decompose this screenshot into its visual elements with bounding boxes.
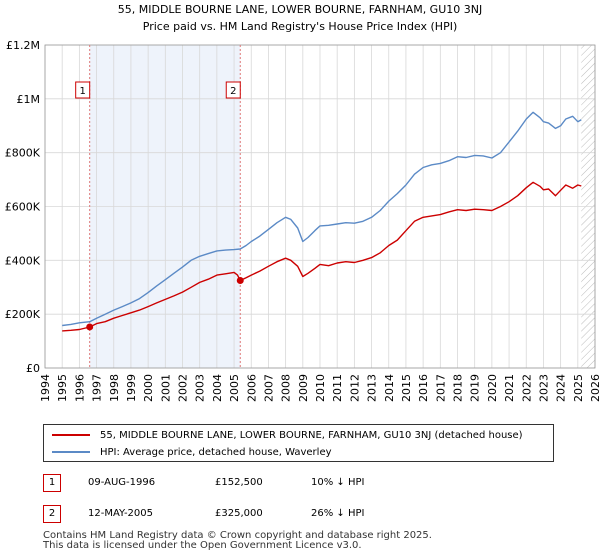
transaction-date: 09-AUG-1996 xyxy=(88,477,156,488)
transaction-hpi: 10% ↓ HPI xyxy=(311,477,365,488)
x-tick-label: 1995 xyxy=(56,374,69,402)
y-tick-label: £200K xyxy=(5,308,41,321)
x-tick-label: 2016 xyxy=(417,374,430,402)
y-tick-label: £400K xyxy=(5,254,41,267)
x-tick-label: 2020 xyxy=(486,374,499,402)
x-tick-label: 2017 xyxy=(434,374,447,402)
legend: 55, MIDDLE BOURNE LANE, LOWER BOURNE, FA… xyxy=(43,424,554,462)
y-tick-label: £800K xyxy=(5,147,41,160)
x-tick-label: 1998 xyxy=(108,374,121,402)
price-paid-line xyxy=(62,181,582,332)
x-tick-label: 2009 xyxy=(297,374,310,402)
footer-licence: This data is licensed under the Open Gov… xyxy=(43,540,362,551)
legend-line-hpi xyxy=(52,451,90,453)
transaction-date: 12-MAY-2005 xyxy=(88,508,154,519)
x-tick-label: 1997 xyxy=(91,374,104,402)
chart-subtitle: Price paid vs. HM Land Registry's House … xyxy=(143,20,458,33)
legend-label-price: 55, MIDDLE BOURNE LANE, LOWER BOURNE, FA… xyxy=(100,429,523,441)
y-tick-label: £0 xyxy=(26,362,40,375)
footer: Contains HM Land Registry data © Crown c… xyxy=(43,531,432,551)
sale-label: 1 xyxy=(80,86,86,97)
transaction-number: 1 xyxy=(43,474,61,492)
legend-label-hpi: HPI: Average price, detached house, Wave… xyxy=(100,446,332,458)
x-tick-label: 2021 xyxy=(503,374,516,402)
x-tick-label: 2024 xyxy=(555,374,568,402)
transaction-price: £325,000 xyxy=(215,508,263,519)
transaction-price: £152,500 xyxy=(215,477,263,488)
x-tick-label: 2007 xyxy=(262,374,275,402)
x-tick-label: 2010 xyxy=(314,374,327,402)
chart-title: 55, MIDDLE BOURNE LANE, LOWER BOURNE, FA… xyxy=(118,3,482,16)
x-tick-label: 2015 xyxy=(400,374,413,402)
transaction-hpi: 26% ↓ HPI xyxy=(311,508,365,519)
x-tick-label: 1996 xyxy=(73,374,86,402)
x-tick-label: 2025 xyxy=(572,374,585,402)
x-tick-label: 2004 xyxy=(211,374,224,402)
x-tick-label: 2002 xyxy=(177,374,190,402)
sale-label-box xyxy=(75,81,91,99)
x-tick-label: 2001 xyxy=(159,374,172,402)
x-tick-label: 2008 xyxy=(280,374,293,402)
y-tick-label: £600K xyxy=(5,201,41,214)
footer-copyright: Contains HM Land Registry data © Crown c… xyxy=(43,530,432,541)
sale-point xyxy=(86,323,94,331)
transaction-number: 2 xyxy=(43,505,61,523)
y-tick-label: £1M xyxy=(17,93,41,106)
x-tick-label: 2022 xyxy=(520,374,533,402)
legend-item-hpi: HPI: Average price, detached house, Wave… xyxy=(52,444,332,460)
x-tick-label: 2011 xyxy=(331,374,344,402)
x-tick-label: 2014 xyxy=(383,374,396,402)
sale-label-box xyxy=(225,81,241,99)
x-tick-label: 1994 xyxy=(39,374,52,402)
y-tick-label: £1.2M xyxy=(6,39,40,52)
price-chart: 55, MIDDLE BOURNE LANE, LOWER BOURNE, FA… xyxy=(5,3,600,402)
x-tick-label: 2019 xyxy=(469,374,482,402)
x-tick-label: 1999 xyxy=(125,374,138,402)
x-tick-label: 2013 xyxy=(366,374,379,402)
legend-item-price: 55, MIDDLE BOURNE LANE, LOWER BOURNE, FA… xyxy=(52,427,523,443)
x-tick-label: 2012 xyxy=(348,374,361,402)
plot-frame xyxy=(44,44,596,369)
x-tick-label: 2006 xyxy=(245,374,258,402)
x-tick-label: 2023 xyxy=(537,374,550,402)
x-tick-label: 2026 xyxy=(589,374,600,402)
x-tick-label: 2005 xyxy=(228,374,241,402)
sale-label: 2 xyxy=(230,86,236,97)
x-tick-label: 2018 xyxy=(452,374,465,402)
sale-point xyxy=(236,277,244,285)
x-tick-label: 2003 xyxy=(194,374,207,402)
hpi-line xyxy=(62,111,582,327)
legend-line-price xyxy=(52,434,90,436)
x-tick-label: 2000 xyxy=(142,374,155,402)
